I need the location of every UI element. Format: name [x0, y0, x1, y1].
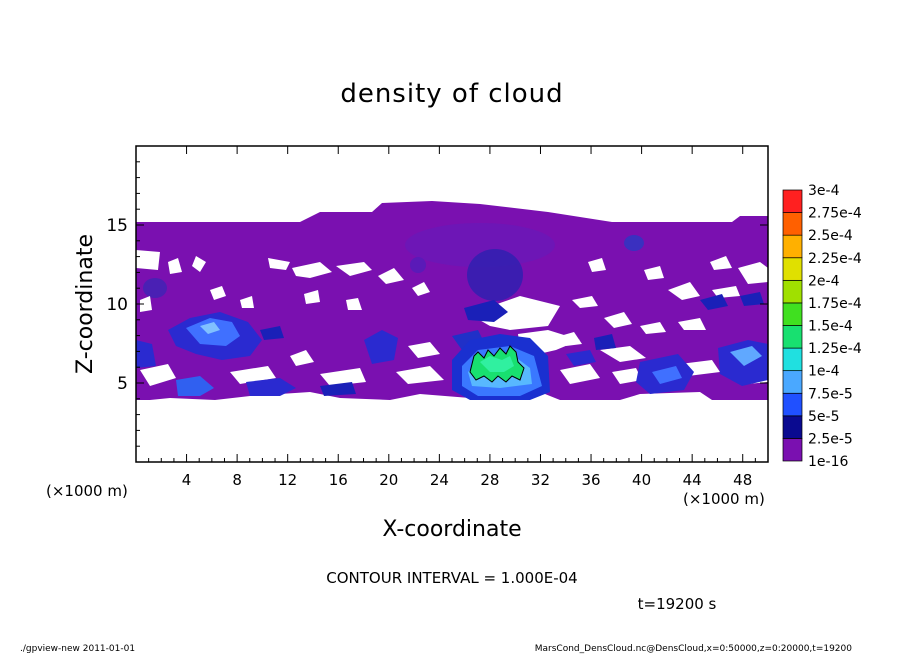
- x-tick-label: 4: [182, 471, 192, 489]
- cloud-core: [452, 334, 550, 400]
- colorbar-label: 7.5e-5: [808, 386, 853, 402]
- colorbar-swatch: [782, 302, 803, 326]
- colorbar-swatch: [782, 325, 803, 349]
- colorbar-swatch: [782, 370, 803, 394]
- colorbar-label: 2.5e-5: [808, 431, 853, 447]
- colorbar-label: 1.5e-4: [808, 319, 853, 335]
- x-unit-left: (×1000 m): [46, 482, 128, 500]
- colorbar-label: 3e-4: [808, 183, 840, 199]
- y-tick-label: 10: [106, 295, 128, 315]
- colorbar-label: 2.25e-4: [808, 251, 862, 267]
- x-tick-label: 12: [278, 471, 297, 489]
- x-tick-label: 36: [581, 471, 600, 489]
- colorbar-swatch: [782, 415, 803, 439]
- upper-shade-5: [143, 278, 167, 298]
- upper-shade-2: [467, 249, 523, 301]
- x-unit-right: (×1000 m): [683, 490, 765, 508]
- x-tick-label: 24: [430, 471, 449, 489]
- chart-title: density of cloud: [340, 79, 563, 109]
- colorbar-swatch: [782, 392, 803, 417]
- x-tick-label: 28: [480, 471, 499, 489]
- colorbar-label: 1.25e-4: [808, 341, 862, 357]
- upper-shade-4: [410, 257, 426, 273]
- colorbar-label: 1.75e-4: [808, 296, 862, 312]
- upper-shade-1: [405, 223, 555, 267]
- colorbar-label: 1e-4: [808, 364, 840, 380]
- x-axis-ticks: 4 8 12 16 20 24 28 32 36 40 44 48: [148, 146, 756, 489]
- colorbar-swatch: [782, 257, 803, 281]
- colorbar-swatch: [782, 189, 803, 213]
- x-tick-label: 44: [683, 471, 702, 489]
- low-density-patches: [136, 292, 768, 396]
- colorbar-swatch: [782, 347, 803, 372]
- upper-shade-3: [624, 235, 644, 251]
- colorbar-swatch: [782, 234, 803, 259]
- y-axis-ticks: 5 10 15: [106, 161, 768, 447]
- x-tick-label: 48: [733, 471, 752, 489]
- time-label: t=19200 s: [638, 595, 717, 613]
- x-tick-label: 40: [632, 471, 651, 489]
- colorbar-swatch: [782, 279, 803, 304]
- colorbar: 1e-16 2.5e-5 5e-5 7.5e-5 1e-4 1.25e-4 1.5e-4 1.…: [782, 183, 862, 470]
- plot-area: [136, 201, 768, 400]
- colorbar-label: 2.75e-4: [808, 206, 862, 222]
- colorbar-label: 1e-16: [808, 454, 848, 470]
- y-tick-label: 5: [117, 374, 128, 394]
- x-tick-label: 20: [379, 471, 398, 489]
- y-tick-label: 15: [106, 216, 128, 236]
- footer-right: MarsCond_DensCloud.nc@DensCloud,x=0:5000…: [535, 644, 852, 654]
- contour-interval-label: CONTOUR INTERVAL = 1.000E-04: [326, 569, 577, 587]
- x-tick-label: 32: [531, 471, 550, 489]
- x-axis-label: X-coordinate: [382, 517, 521, 542]
- colorbar-label: 2.5e-4: [808, 228, 853, 244]
- colorbar-swatch: [782, 212, 803, 236]
- y-axis-label: Z-coordinate: [73, 234, 98, 374]
- colorbar-swatch: [782, 438, 803, 462]
- x-tick-label: 16: [329, 471, 348, 489]
- colorbar-label: 2e-4: [808, 273, 840, 289]
- colorbar-label: 5e-5: [808, 409, 839, 425]
- x-tick-label: 8: [232, 471, 242, 489]
- footer-left: ./gpview-new 2011-01-01: [20, 644, 135, 654]
